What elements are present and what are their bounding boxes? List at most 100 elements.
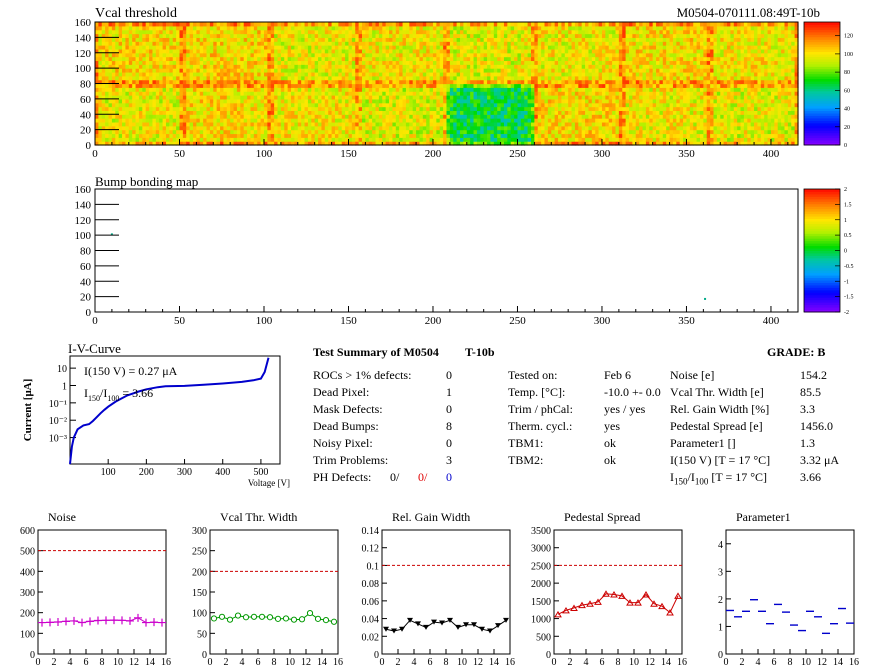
heatmap-cell xyxy=(223,114,228,119)
heatmap-cell xyxy=(280,121,285,127)
heatmap-cell xyxy=(314,71,319,77)
heatmap-cell xyxy=(145,118,150,123)
heatmap-cell xyxy=(514,110,519,115)
heatmap-cell xyxy=(605,83,610,88)
heatmap-cell xyxy=(128,121,133,127)
heatmap-cell xyxy=(537,141,542,146)
heatmap-cell xyxy=(362,129,366,135)
heatmap-cell xyxy=(311,118,316,123)
heatmap-cell xyxy=(294,37,299,42)
heatmap-cell xyxy=(537,98,542,104)
heatmap-cell xyxy=(375,83,380,88)
heatmap-cell xyxy=(453,95,458,100)
heatmap-cell xyxy=(409,137,414,142)
heatmap-cell xyxy=(419,102,424,108)
heatmap-cell xyxy=(362,87,366,92)
heatmap-cell xyxy=(429,137,434,142)
heatmap-cell xyxy=(142,37,147,42)
heatmap-cell xyxy=(605,118,610,123)
heatmap-cell xyxy=(770,106,775,111)
heatmap-cell xyxy=(412,91,417,96)
heatmap-cell xyxy=(412,137,417,142)
heatmap-cell xyxy=(686,118,691,123)
heatmap-cell xyxy=(152,56,157,62)
heatmap-cell xyxy=(439,121,444,127)
heatmap-cell xyxy=(155,45,160,50)
heatmap-cell xyxy=(172,25,177,31)
heatmap-cell xyxy=(419,121,424,127)
heatmap-cell xyxy=(757,125,762,131)
heatmap-cell xyxy=(145,106,150,111)
heatmap-cell xyxy=(392,102,397,108)
heatmap-cell xyxy=(311,137,316,142)
heatmap-cell xyxy=(230,98,235,104)
heatmap-cell xyxy=(426,133,431,138)
heatmap-cell xyxy=(233,79,238,85)
heatmap-cell xyxy=(216,71,221,77)
heatmap-cell xyxy=(291,95,296,100)
heatmap-cell xyxy=(727,102,731,108)
heatmap-cell xyxy=(679,121,684,127)
heatmap-cell xyxy=(429,110,434,115)
heatmap-cell xyxy=(334,68,339,73)
heatmap-cell xyxy=(754,141,759,146)
heatmap-cell xyxy=(791,83,796,88)
heatmap-cell xyxy=(291,79,296,85)
heatmap-cell xyxy=(531,83,535,88)
heatmap-cell xyxy=(196,91,201,96)
heatmap-cell xyxy=(770,87,775,92)
heatmap-cell xyxy=(544,102,549,108)
heatmap-cell xyxy=(297,106,302,111)
heatmap-cell xyxy=(186,83,191,88)
heatmap-cell xyxy=(240,106,245,111)
heatmap-cell xyxy=(402,125,407,131)
heatmap-cell xyxy=(625,114,630,119)
heatmap-cell xyxy=(331,75,336,81)
heatmap-cell xyxy=(331,137,336,142)
heatmap-cell xyxy=(794,110,799,115)
heatmap-cell xyxy=(294,60,299,65)
heatmap-cell xyxy=(277,114,282,119)
heatmap-cell xyxy=(635,106,640,111)
heatmap-cell xyxy=(662,98,667,104)
heatmap-cell xyxy=(270,22,275,27)
heatmap-cell xyxy=(601,121,606,127)
heatmap-cell xyxy=(260,98,265,104)
heatmap-cell xyxy=(551,133,556,138)
heatmap-cell xyxy=(770,118,775,123)
heatmap-cell xyxy=(497,137,502,142)
heatmap-cell xyxy=(355,83,360,88)
heatmap-cell xyxy=(307,110,312,115)
heatmap-cell xyxy=(125,106,130,111)
heatmap-cell xyxy=(351,83,356,88)
heatmap-cell xyxy=(138,68,143,73)
heatmap-cell xyxy=(558,87,563,92)
heatmap-cell xyxy=(287,45,292,50)
heatmap-cell xyxy=(659,118,664,123)
heatmap-cell xyxy=(243,41,248,46)
heatmap-cell xyxy=(652,118,657,123)
heatmap-cell xyxy=(375,91,380,96)
heatmap-cell xyxy=(307,83,312,88)
heatmap-cell xyxy=(274,33,279,38)
heatmap-cell xyxy=(257,48,262,54)
heatmap-cell xyxy=(199,41,204,46)
heatmap-cell xyxy=(520,91,525,96)
heatmap-cell xyxy=(743,110,748,115)
heatmap-cell xyxy=(108,71,113,77)
heatmap-cell xyxy=(287,87,292,92)
heatmap-cell xyxy=(585,83,590,88)
heatmap-cell xyxy=(750,137,755,142)
heatmap-cell xyxy=(558,102,563,108)
heatmap-cell xyxy=(138,37,143,42)
heatmap-cell xyxy=(409,106,414,111)
heatmap-cell xyxy=(740,98,745,104)
heatmap-cell xyxy=(132,52,137,58)
heatmap-cell xyxy=(324,125,329,131)
heatmap-cell xyxy=(98,121,103,127)
heatmap-cell xyxy=(186,98,191,104)
heatmap-cell xyxy=(517,83,522,88)
heatmap-cell xyxy=(321,56,326,62)
heatmap-cell xyxy=(541,114,546,119)
heatmap-cell xyxy=(774,87,779,92)
